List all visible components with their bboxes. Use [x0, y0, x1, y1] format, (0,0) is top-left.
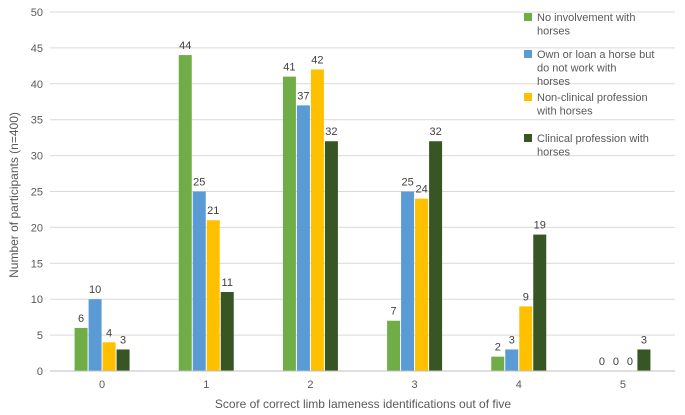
data-label: 19 [534, 220, 546, 232]
data-label: 10 [89, 284, 101, 296]
bar [637, 349, 651, 371]
data-label: 3 [509, 334, 515, 346]
gridlines [50, 11, 675, 336]
bar [220, 292, 234, 371]
bars [74, 55, 651, 372]
bar [310, 69, 324, 371]
bar [519, 306, 533, 371]
x-axis-ticks: 0 1 2 3 4 5 [99, 379, 626, 391]
data-label: 41 [283, 62, 295, 74]
bar [282, 76, 296, 372]
data-label: 3 [641, 334, 647, 346]
legend-swatch [524, 13, 532, 21]
bar [324, 141, 338, 371]
y-tick-label: 5 [37, 330, 43, 342]
y-tick-label: 0 [37, 366, 43, 378]
y-tick-label: 35 [31, 115, 43, 127]
bar [387, 320, 401, 371]
x-tick-label: 0 [99, 379, 105, 391]
legend-entry: No involvement with horses [537, 12, 635, 38]
x-axis-title: Score of correct limb lameness identific… [215, 397, 511, 411]
y-tick-label: 50 [31, 7, 43, 19]
x-tick-label: 4 [516, 379, 522, 391]
data-label: 32 [325, 126, 337, 138]
y-axis-title: Number of participants (n=400) [7, 112, 21, 278]
bar [401, 191, 415, 371]
data-label: 7 [391, 306, 397, 318]
legend-entry: Own or loan a horse but do not work with h… [537, 49, 654, 88]
data-label: 0 [599, 356, 605, 368]
bar [415, 198, 429, 371]
legend-entry: Clinical profession with horses [537, 133, 649, 159]
data-label: 42 [311, 54, 323, 66]
bar [102, 342, 116, 371]
bar [296, 105, 310, 371]
bar [533, 234, 547, 371]
data-label: 44 [179, 40, 191, 52]
data-label: 21 [207, 205, 219, 217]
data-label: 6 [78, 313, 84, 325]
bar [206, 220, 220, 371]
data-label: 25 [401, 177, 413, 189]
data-label: 11 [222, 277, 233, 289]
data-label: 32 [429, 126, 441, 138]
data-label: 37 [297, 90, 309, 102]
y-axis-ticks: 0 5 10 15 20 25 30 35 40 45 50 [31, 7, 43, 378]
y-tick-label: 45 [31, 43, 43, 55]
bar [88, 299, 102, 371]
x-tick-label: 2 [307, 379, 313, 391]
y-tick-label: 30 [31, 151, 43, 163]
data-label: 9 [523, 291, 529, 303]
x-tick-label: 3 [412, 379, 418, 391]
bar [192, 191, 206, 371]
data-label: 0 [627, 356, 633, 368]
bar [178, 55, 192, 372]
y-tick-label: 20 [31, 222, 43, 234]
legend-swatch [524, 93, 532, 101]
legend-swatch [524, 134, 532, 142]
y-tick-label: 40 [31, 79, 43, 91]
data-label: 4 [106, 327, 112, 339]
legend-entry: Non-clinical profession with horses [536, 92, 648, 118]
data-label: 25 [193, 177, 205, 189]
y-tick-label: 15 [31, 258, 43, 270]
y-tick-label: 10 [31, 294, 43, 306]
data-label: 2 [495, 342, 501, 354]
x-tick-label: 1 [203, 379, 209, 391]
data-label: 0 [613, 356, 619, 368]
legend: No involvement with horses Own or loan a h… [524, 12, 654, 159]
y-tick-label: 25 [31, 187, 43, 199]
bar [429, 141, 443, 371]
x-tick-label: 5 [620, 379, 626, 391]
bar [116, 349, 130, 371]
data-label: 24 [415, 184, 427, 196]
bar [491, 356, 505, 371]
data-label: 3 [120, 334, 126, 346]
bar [74, 327, 88, 371]
legend-swatch [524, 50, 532, 58]
bar [505, 349, 519, 371]
